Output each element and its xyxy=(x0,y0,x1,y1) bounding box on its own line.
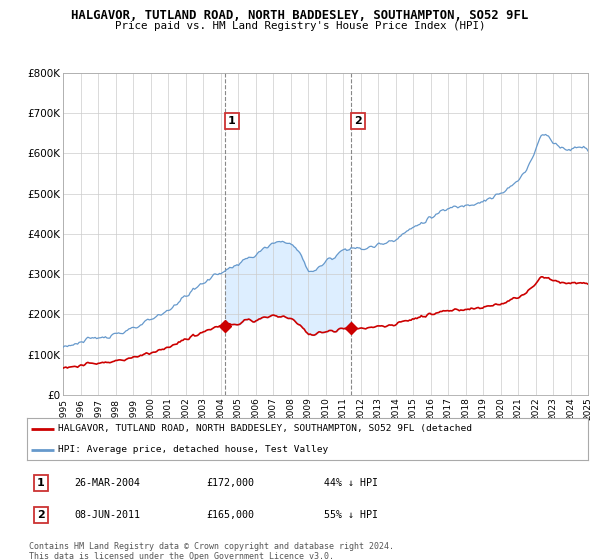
Text: £165,000: £165,000 xyxy=(206,510,254,520)
Text: 1: 1 xyxy=(37,478,45,488)
Text: 2: 2 xyxy=(354,116,362,126)
Text: 1: 1 xyxy=(228,116,236,126)
Text: 2: 2 xyxy=(37,510,45,520)
Text: 26-MAR-2004: 26-MAR-2004 xyxy=(74,478,140,488)
Text: 55% ↓ HPI: 55% ↓ HPI xyxy=(325,510,379,520)
Text: HALGAVOR, TUTLAND ROAD, NORTH BADDESLEY, SOUTHAMPTON, SO52 9FL (detached: HALGAVOR, TUTLAND ROAD, NORTH BADDESLEY,… xyxy=(58,424,472,433)
Text: Contains HM Land Registry data © Crown copyright and database right 2024.
This d: Contains HM Land Registry data © Crown c… xyxy=(29,542,394,560)
Text: 08-JUN-2011: 08-JUN-2011 xyxy=(74,510,140,520)
Text: HALGAVOR, TUTLAND ROAD, NORTH BADDESLEY, SOUTHAMPTON, SO52 9FL: HALGAVOR, TUTLAND ROAD, NORTH BADDESLEY,… xyxy=(71,9,529,22)
Text: HPI: Average price, detached house, Test Valley: HPI: Average price, detached house, Test… xyxy=(58,445,328,454)
Text: 44% ↓ HPI: 44% ↓ HPI xyxy=(325,478,379,488)
Text: £172,000: £172,000 xyxy=(206,478,254,488)
Text: Price paid vs. HM Land Registry's House Price Index (HPI): Price paid vs. HM Land Registry's House … xyxy=(115,21,485,31)
